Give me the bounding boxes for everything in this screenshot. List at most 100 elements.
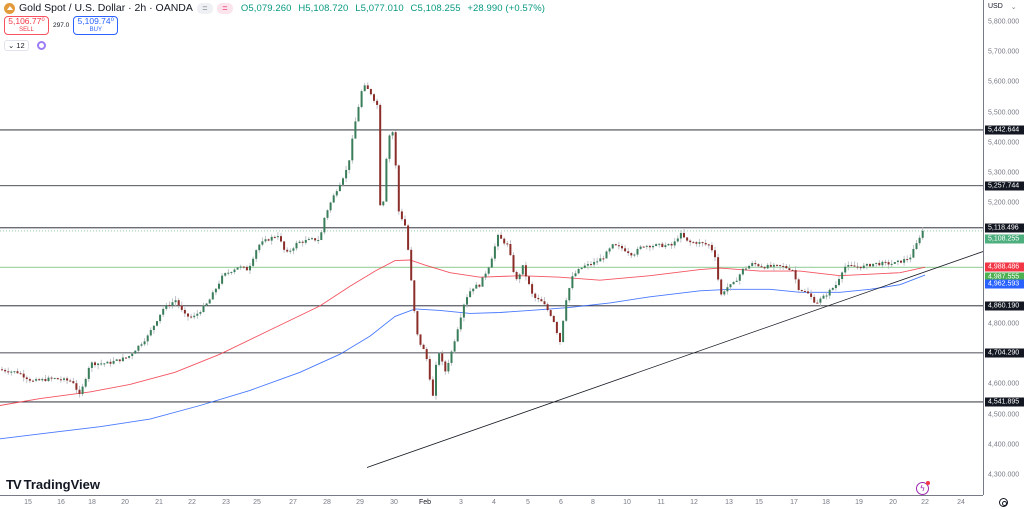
candle-up — [357, 106, 360, 122]
candle-up — [41, 378, 44, 381]
buy-button[interactable]: 5,109.74⁰ BUY — [73, 16, 119, 35]
candle-up — [171, 302, 174, 306]
x-tick-label: 6 — [559, 499, 563, 506]
candle-up — [568, 288, 571, 301]
candle-down — [695, 242, 698, 244]
time-axis[interactable]: 15 16 18 20 21 22 23 25 27 28 29 30 Feb 3 4 5 6 8 10 11 12 13… — [0, 495, 983, 509]
candle-up — [469, 291, 472, 298]
x-tick-label: 10 — [623, 499, 631, 506]
candle-down — [515, 272, 518, 280]
candle-down — [32, 380, 34, 382]
x-tick-label: 30 — [390, 499, 398, 506]
price-tag-label: 4,988.486 — [985, 262, 1024, 272]
candle-up — [255, 250, 258, 259]
candle-up — [332, 195, 335, 203]
candle-up — [252, 258, 255, 266]
candle-up — [90, 362, 93, 368]
price-chart[interactable] — [0, 0, 983, 495]
candle-up — [63, 378, 65, 380]
indicators-row: ⌄ 12 — [4, 40, 46, 51]
candle-up — [218, 283, 220, 289]
x-tick-label: 23 — [222, 499, 230, 506]
price-tag-label: 4,987.555 — [985, 272, 1024, 282]
candle-down — [407, 225, 410, 250]
candle-up — [667, 243, 670, 246]
candle-up — [137, 345, 140, 351]
candle-up — [596, 261, 599, 263]
candle-up — [199, 312, 202, 314]
y-tick-label: 5,400.000 — [988, 139, 1020, 147]
candle-up — [772, 264, 775, 267]
candle-up — [453, 341, 456, 352]
candle-up — [497, 234, 499, 247]
candle-down — [425, 349, 428, 360]
candle-down — [531, 284, 534, 294]
candle-up — [487, 267, 490, 274]
symbol-title[interactable]: Gold Spot / U.S. Dollar · 2h · OANDA — [19, 2, 193, 14]
candle-up — [828, 289, 831, 296]
x-tick-label: 18 — [822, 499, 830, 506]
candle-up — [202, 305, 205, 313]
candle-up — [320, 232, 323, 240]
axis-settings-button[interactable] — [983, 495, 1024, 509]
candle-up — [143, 341, 146, 345]
candle-down — [56, 378, 59, 380]
ohlc-change: +28.990 (+0.57%) — [467, 2, 546, 14]
candle-down — [394, 132, 397, 166]
candle-up — [149, 330, 152, 336]
candle-up — [456, 329, 459, 342]
candle-up — [221, 275, 224, 284]
candle-up — [521, 265, 524, 275]
price-tag-label: 5,442.644 — [985, 125, 1024, 135]
candle-down — [75, 383, 78, 390]
candle-up — [249, 265, 251, 271]
candle-down — [444, 361, 447, 372]
candle-up — [156, 321, 158, 326]
currency-label: USD — [988, 3, 1003, 10]
candle-down — [534, 293, 537, 298]
alert-lightning-icon[interactable]: ϟ — [916, 481, 930, 495]
candle-up — [841, 272, 844, 280]
candle-down — [816, 302, 819, 304]
candle-up — [834, 285, 837, 289]
x-tick-label: 11 — [657, 499, 665, 506]
sell-button[interactable]: 5,106.77⁰ SELL — [4, 16, 49, 35]
candle-down — [549, 310, 552, 316]
currency-selector[interactable]: USD ⌄ — [988, 3, 1017, 11]
candle-down — [803, 291, 806, 293]
candle-down — [177, 300, 180, 306]
x-tick-label: 27 — [289, 499, 297, 506]
candle-down — [242, 266, 245, 268]
hide-indicators-button[interactable]: = — [196, 2, 213, 14]
candle-down — [273, 236, 276, 238]
candle-down — [72, 381, 75, 384]
x-tick-label: 20 — [121, 499, 129, 506]
candle-down — [540, 299, 543, 302]
candle-up — [593, 261, 596, 265]
candle-up — [608, 248, 611, 252]
candle-down — [543, 301, 546, 305]
candle-up — [562, 320, 565, 342]
candle-up — [208, 299, 211, 304]
notification-dot — [926, 481, 930, 485]
candle-up — [881, 261, 884, 266]
candle-down — [180, 305, 183, 310]
loading-indicator-icon — [36, 41, 46, 50]
ohlc-values: O5,079.260 H5,108.720 L5,077.010 C5,108.… — [241, 3, 549, 14]
y-tick-label: 4,600.000 — [988, 380, 1020, 388]
candle-up — [915, 243, 918, 249]
tradingview-logo[interactable]: TV TradingView — [6, 477, 100, 492]
candle-up — [146, 335, 149, 342]
candle-up — [35, 379, 38, 381]
candle-up — [348, 160, 351, 170]
candle-up — [605, 251, 608, 259]
price-axis[interactable]: USD ⌄ 5,800.000 5,700.000 5,600.000 5,500.0… — [983, 0, 1024, 495]
candle-down — [627, 251, 630, 254]
compare-button[interactable]: = — [216, 2, 233, 14]
candle-up — [484, 273, 487, 278]
candle-up — [748, 265, 751, 269]
candle-up — [162, 308, 165, 315]
candle-down — [506, 243, 509, 245]
indicators-toggle[interactable]: ⌄ 12 — [4, 40, 29, 51]
candle-up — [655, 244, 658, 246]
